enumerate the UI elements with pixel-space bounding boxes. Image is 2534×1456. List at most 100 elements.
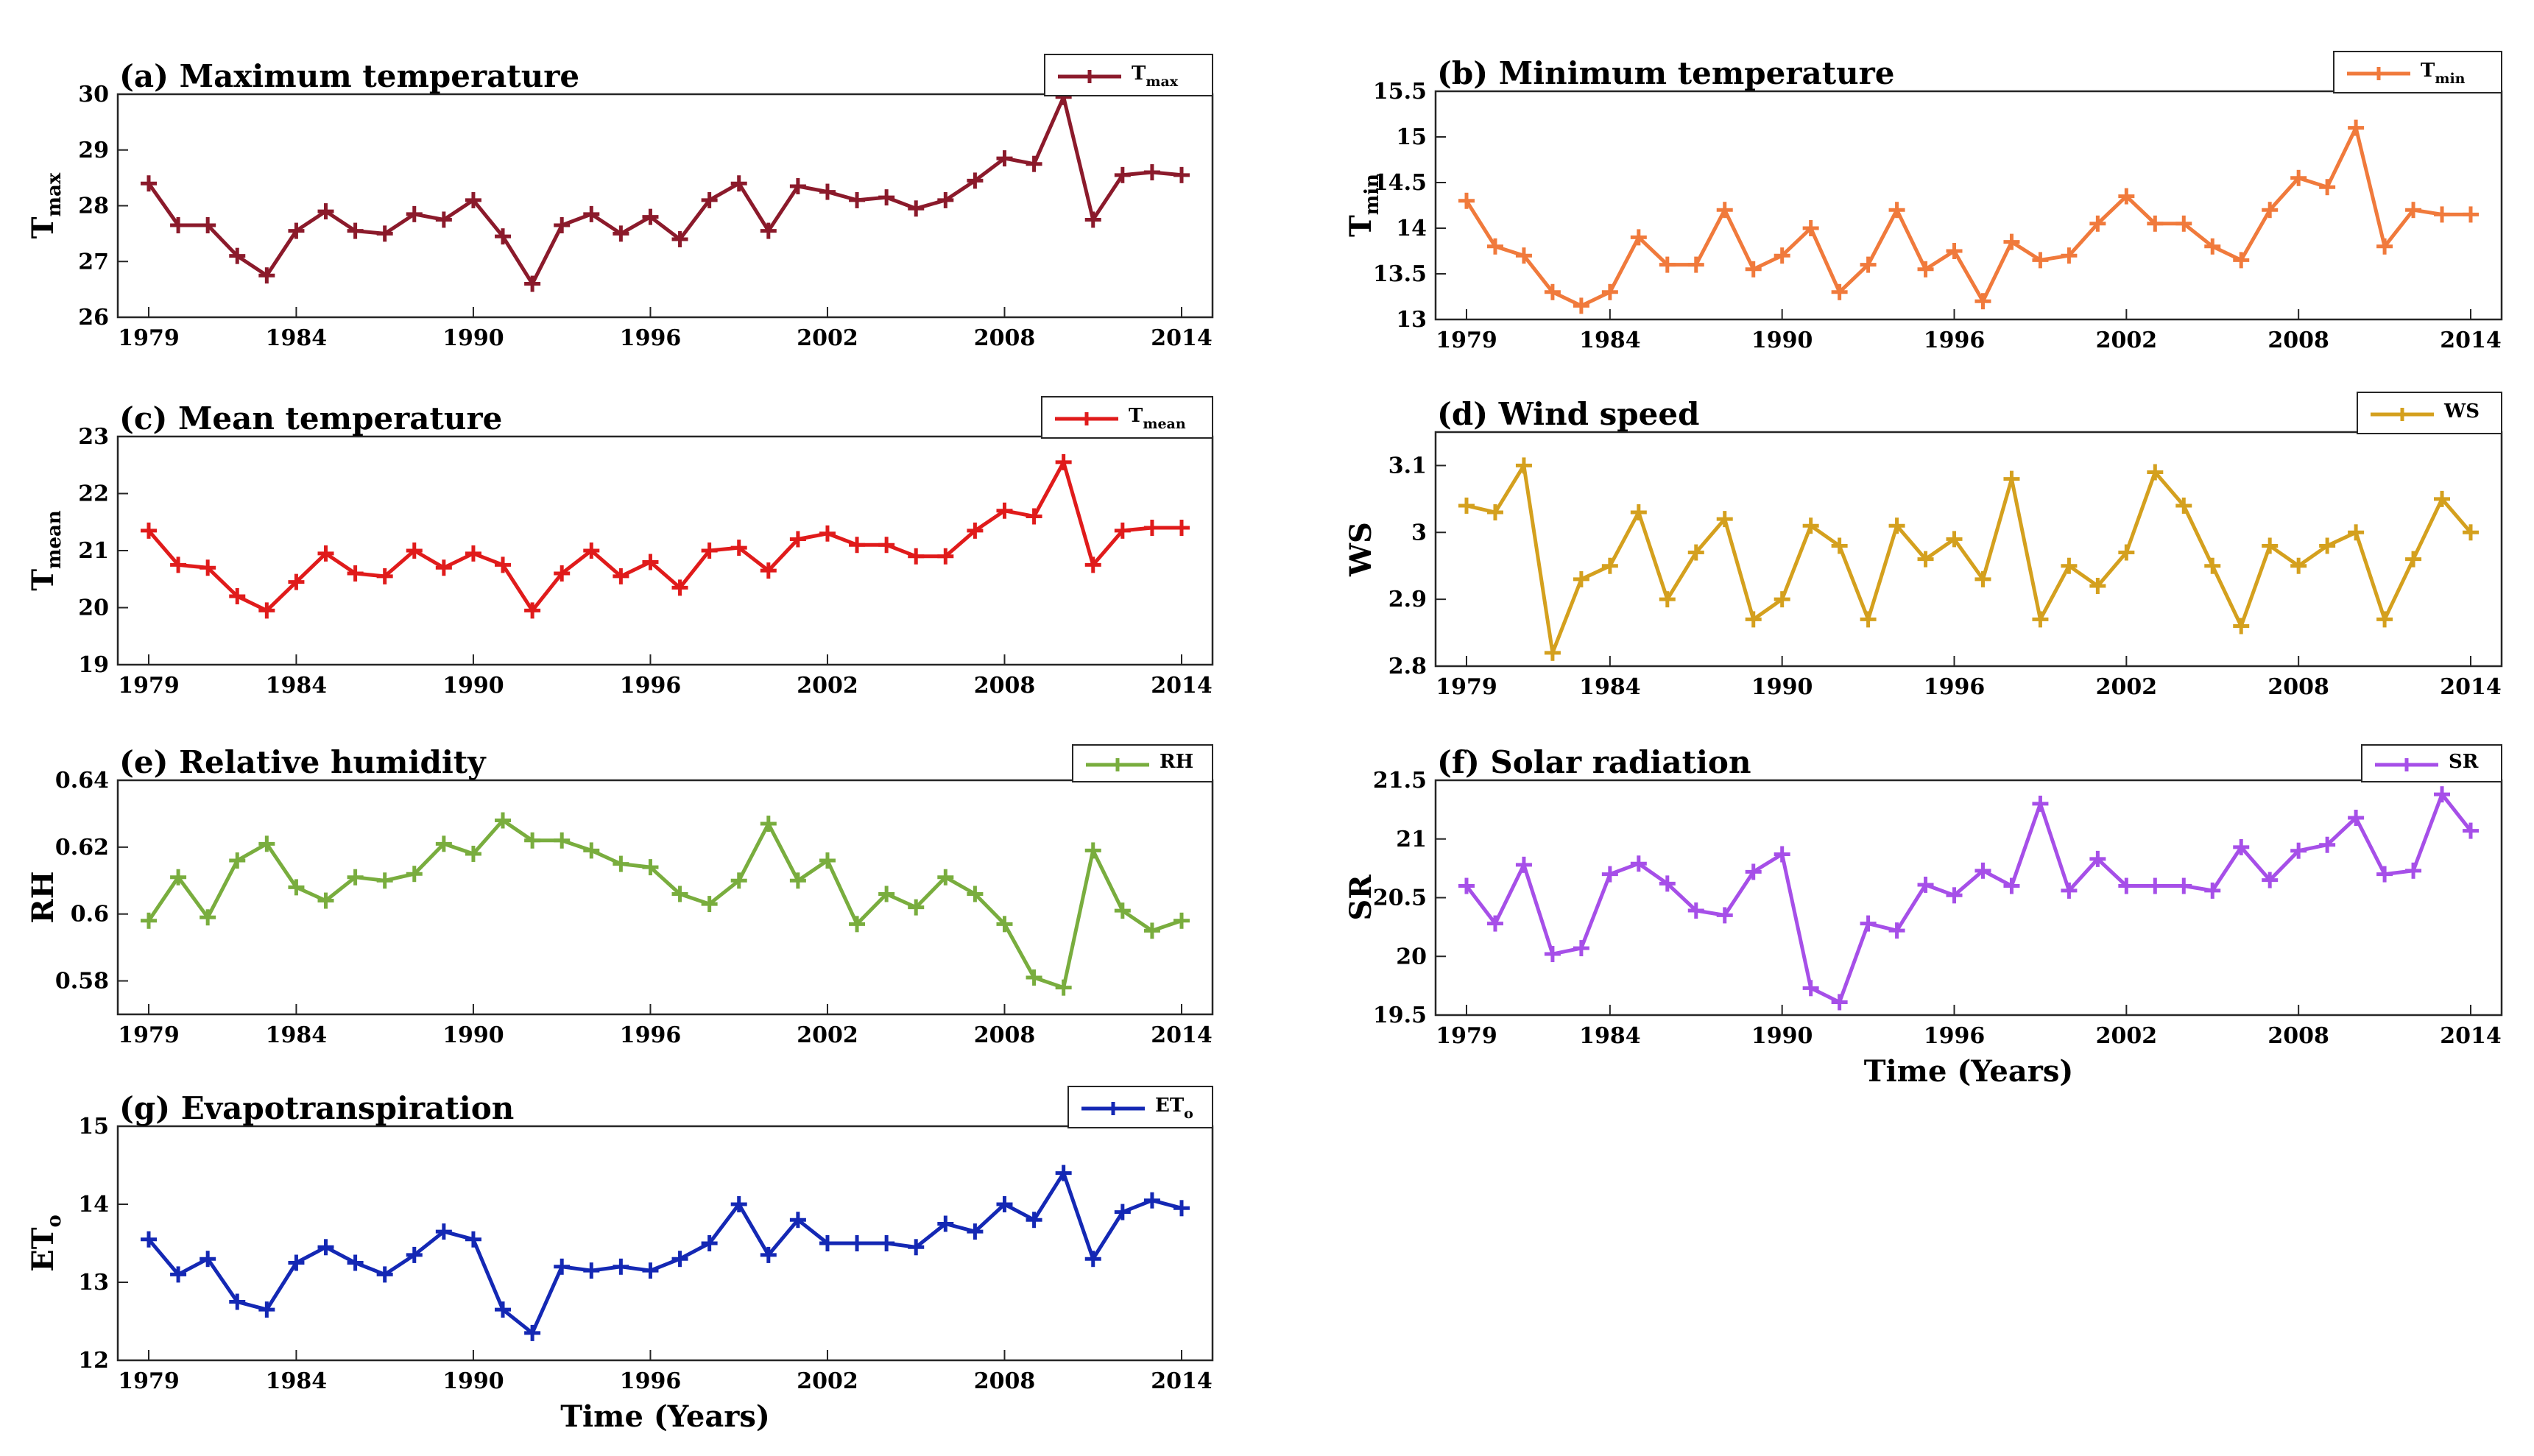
data-point xyxy=(789,531,806,548)
legend: Tmean xyxy=(1041,396,1213,439)
x-tick-label: 1996 xyxy=(1924,674,1986,700)
legend-label: Tmax xyxy=(1132,63,1179,90)
data-point xyxy=(347,222,364,239)
x-axis-label: Time (Years) xyxy=(1864,1054,2074,1089)
data-point xyxy=(613,1258,629,1275)
data-point xyxy=(1143,520,1160,536)
data-point xyxy=(1917,261,1934,278)
data-point xyxy=(1716,907,1733,924)
data-point xyxy=(967,1223,984,1240)
y-tick-label: 19.5 xyxy=(1373,1003,1427,1028)
y-tick-label: 20.5 xyxy=(1373,886,1427,911)
data-point xyxy=(258,1301,275,1318)
y-tick-label: 23 xyxy=(78,424,109,450)
data-point xyxy=(1601,557,1618,574)
data-point xyxy=(1026,155,1042,172)
data-point xyxy=(317,1239,334,1256)
data-point xyxy=(671,1251,688,1268)
data-point xyxy=(524,832,541,849)
data-point xyxy=(1831,283,1848,300)
data-point xyxy=(406,543,423,559)
data-point xyxy=(1946,243,1963,259)
data-point xyxy=(1573,297,1589,314)
data-point xyxy=(996,1196,1013,1212)
data-point xyxy=(1515,247,1532,264)
data-point xyxy=(583,205,600,222)
data-point xyxy=(495,556,512,573)
x-tick-label: 2002 xyxy=(797,325,858,351)
legend-label: Tmean xyxy=(1129,405,1186,432)
data-point xyxy=(554,217,571,234)
data-point xyxy=(2147,215,2164,232)
data-point xyxy=(937,191,954,208)
data-point xyxy=(141,522,157,539)
panel-title: (a) Maximum temperature xyxy=(119,58,579,94)
data-point xyxy=(2204,557,2221,574)
x-tick-label: 1984 xyxy=(266,325,328,351)
data-point xyxy=(2348,810,2365,827)
data-point xyxy=(730,540,747,556)
data-point xyxy=(554,832,571,849)
data-point xyxy=(937,869,954,886)
data-point xyxy=(789,1212,806,1229)
data-point xyxy=(2032,611,2049,628)
data-point xyxy=(1802,980,1819,997)
data-point xyxy=(376,225,393,242)
data-point xyxy=(1946,531,1963,548)
data-point xyxy=(170,556,187,573)
y-axis-label: Tmin xyxy=(1344,174,1383,237)
legend: RH xyxy=(1072,744,1213,782)
x-tick-label: 1984 xyxy=(1579,1023,1641,1049)
x-tick-label: 1984 xyxy=(266,1368,328,1394)
data-point xyxy=(495,1301,512,1318)
y-tick-label: 0.64 xyxy=(55,768,109,794)
y-axis-label: Tmax xyxy=(26,172,66,238)
data-point xyxy=(1687,256,1704,273)
x-tick-label: 1990 xyxy=(442,1368,504,1394)
y-tick-label: 13 xyxy=(78,1270,109,1296)
y-tick-label: 22 xyxy=(78,481,109,507)
data-point xyxy=(760,816,777,833)
data-point xyxy=(317,892,334,909)
data-point xyxy=(2118,877,2135,894)
x-tick-label: 1996 xyxy=(620,1368,682,1394)
panel-title: (b) Minimum temperature xyxy=(1437,55,1895,91)
data-point xyxy=(2405,551,2422,568)
axes-frame xyxy=(1434,431,2503,668)
data-point xyxy=(701,191,718,208)
data-point xyxy=(1486,238,1503,255)
x-tick-label: 1996 xyxy=(1924,1023,1986,1049)
data-point xyxy=(229,1293,246,1310)
data-point xyxy=(1601,866,1618,883)
axes-frame xyxy=(116,779,1214,1016)
data-point xyxy=(1544,644,1561,661)
data-point xyxy=(1860,915,1877,932)
panel-title: (f) Solar radiation xyxy=(1437,744,1751,780)
data-point xyxy=(2262,537,2279,554)
data-point xyxy=(1831,994,1848,1011)
legend-label: RH xyxy=(1160,751,1193,773)
y-tick-label: 28 xyxy=(78,194,109,219)
data-point xyxy=(2348,119,2365,136)
x-tick-label: 2008 xyxy=(974,1022,1036,1048)
data-point xyxy=(1974,293,1991,310)
data-point xyxy=(1860,256,1877,273)
data-point xyxy=(2290,169,2307,186)
data-point xyxy=(1946,887,1963,904)
y-axis-label: ETo xyxy=(26,1215,66,1272)
data-point xyxy=(524,602,541,619)
legend: Tmin xyxy=(2333,51,2502,93)
data-point xyxy=(465,545,481,562)
legend-label: ETo xyxy=(1155,1095,1193,1122)
x-tick-label: 2014 xyxy=(1151,1368,1213,1394)
x-tick-label: 1984 xyxy=(1579,328,1641,353)
data-point xyxy=(1974,570,1991,587)
y-tick-label: 15 xyxy=(78,1114,109,1139)
data-point xyxy=(170,869,187,886)
y-tick-label: 29 xyxy=(78,138,109,163)
data-point xyxy=(671,579,688,596)
data-point xyxy=(2233,618,2250,635)
data-point xyxy=(1084,211,1101,228)
data-point xyxy=(642,1262,659,1279)
